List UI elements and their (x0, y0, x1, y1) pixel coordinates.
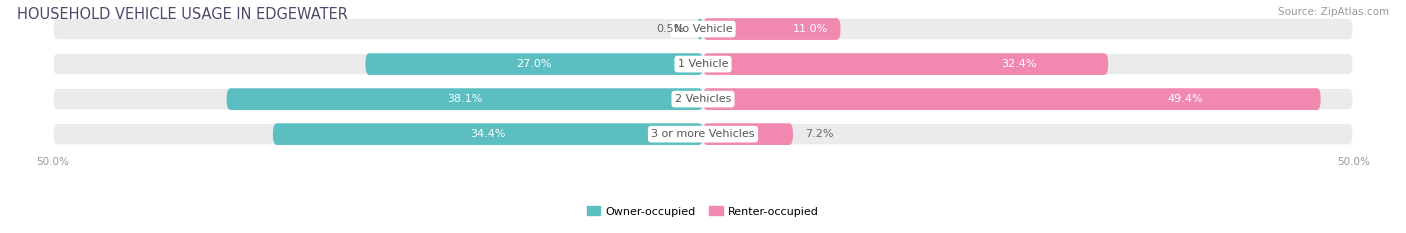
Text: 7.2%: 7.2% (806, 129, 834, 139)
Text: 50.0%: 50.0% (1337, 157, 1369, 167)
FancyBboxPatch shape (703, 53, 1108, 75)
FancyBboxPatch shape (366, 53, 703, 75)
FancyBboxPatch shape (53, 18, 1353, 40)
Text: No Vehicle: No Vehicle (673, 24, 733, 34)
Text: 0.5%: 0.5% (657, 24, 685, 34)
Text: 1 Vehicle: 1 Vehicle (678, 59, 728, 69)
Text: 27.0%: 27.0% (516, 59, 553, 69)
FancyBboxPatch shape (703, 88, 1320, 110)
Text: 2 Vehicles: 2 Vehicles (675, 94, 731, 104)
FancyBboxPatch shape (53, 123, 1353, 145)
Text: 34.4%: 34.4% (470, 129, 506, 139)
Text: 32.4%: 32.4% (1001, 59, 1036, 69)
FancyBboxPatch shape (273, 123, 703, 145)
FancyBboxPatch shape (697, 18, 703, 40)
Text: 3 or more Vehicles: 3 or more Vehicles (651, 129, 755, 139)
Legend: Owner-occupied, Renter-occupied: Owner-occupied, Renter-occupied (582, 202, 824, 221)
Text: 38.1%: 38.1% (447, 94, 482, 104)
FancyBboxPatch shape (703, 123, 793, 145)
Text: Source: ZipAtlas.com: Source: ZipAtlas.com (1278, 7, 1389, 17)
Text: 49.4%: 49.4% (1167, 94, 1202, 104)
FancyBboxPatch shape (703, 18, 841, 40)
Text: 11.0%: 11.0% (793, 24, 828, 34)
FancyBboxPatch shape (53, 88, 1353, 110)
FancyBboxPatch shape (226, 88, 703, 110)
Text: HOUSEHOLD VEHICLE USAGE IN EDGEWATER: HOUSEHOLD VEHICLE USAGE IN EDGEWATER (17, 7, 347, 22)
FancyBboxPatch shape (53, 53, 1353, 75)
Text: 50.0%: 50.0% (37, 157, 69, 167)
